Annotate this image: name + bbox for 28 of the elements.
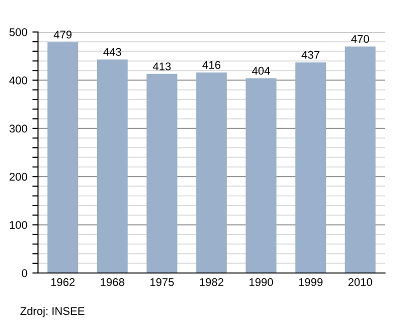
bar (146, 74, 178, 273)
bar (96, 59, 128, 273)
x-tick-label: 1999 (299, 278, 322, 286)
x-tick-label: 1982 (200, 278, 224, 286)
x-tick-label: 1968 (100, 278, 124, 286)
y-tick-label: 400 (9, 76, 28, 84)
y-tick-label: 0 (22, 269, 28, 278)
x-tick-label: 1962 (51, 278, 75, 286)
data-label: 443 (103, 48, 122, 56)
bar (295, 62, 326, 273)
x-tick-label: 1975 (150, 278, 174, 286)
text: Zdroj: INSEE (20, 306, 84, 318)
bar (344, 46, 376, 273)
x-tick-label: 2010 (348, 278, 372, 286)
y-tick-label: 200 (10, 172, 28, 181)
data-label: 404 (252, 66, 270, 75)
y-tick-label: 500 (9, 28, 28, 36)
data-label: 416 (202, 61, 220, 69)
bar (47, 42, 78, 273)
bar (246, 78, 276, 273)
y-tick-label: 100 (10, 221, 28, 229)
data-label: 437 (302, 50, 320, 59)
data-label: 479 (54, 30, 72, 39)
data-label: 413 (152, 62, 171, 70)
x-tick-label: 1990 (250, 278, 273, 286)
bar (196, 72, 227, 273)
data-label: 470 (351, 35, 370, 43)
y-tick-label: 300 (9, 124, 28, 133)
